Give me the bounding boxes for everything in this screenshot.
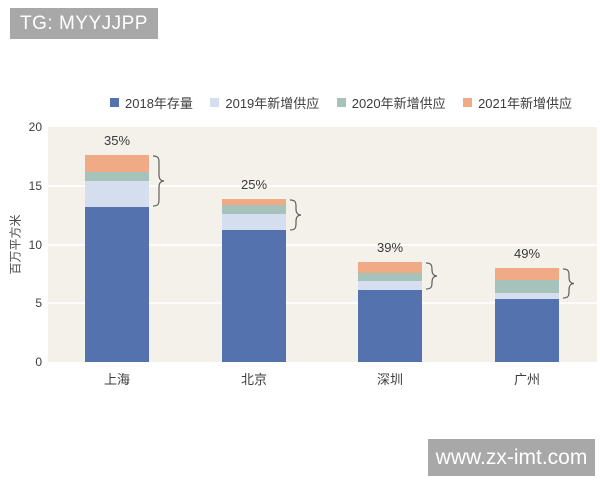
stacked-bar-深圳: [358, 262, 422, 362]
legend-label: 2018年存量: [125, 95, 193, 111]
legend-swatch-icon: [210, 97, 220, 107]
gridline: [48, 184, 597, 187]
legend-label: 2021年新增供应: [478, 95, 572, 111]
legend-label: 2019年新增供应: [225, 95, 320, 111]
stacked-bar-广州: [495, 268, 559, 362]
legend-swatch-icon: [463, 97, 473, 107]
y-tick-label: 15: [28, 178, 42, 193]
y-tick-label: 10: [28, 237, 42, 252]
watermark-badge: www.zx-imt.com: [428, 439, 595, 476]
new-supply-brace: [426, 262, 438, 290]
stacked-bar-北京: [222, 198, 286, 362]
y-tick-label: 5: [35, 296, 42, 311]
bar-segment-2020年新增供应: [85, 171, 149, 182]
bar-segment-2018年存量: [495, 298, 559, 362]
x-category-label-北京: 北京: [240, 372, 267, 387]
legend-item-3: 2021年新增供应: [463, 93, 572, 112]
stacked-bar-上海: [85, 155, 149, 362]
bar-percentage-label: 35%: [103, 133, 131, 149]
legend-item-1: 2019年新增供应: [210, 93, 319, 112]
x-category-label-深圳: 深圳: [376, 372, 403, 387]
bar-percentage-label: 39%: [376, 240, 404, 256]
x-category-label-广州: 广州: [513, 372, 540, 387]
x-category-label-上海: 上海: [103, 372, 130, 387]
watermark-text: www.zx-imt.com: [435, 445, 588, 469]
bar-segment-2021年新增供应: [222, 198, 286, 205]
plot-area: 35% 25% 39% 49%: [48, 127, 597, 362]
bar-percentage-label: 25%: [240, 176, 268, 192]
source-tag-text: TG: MYYJJPP: [20, 12, 148, 34]
bar-segment-2020年新增供应: [222, 204, 286, 214]
bar-segment-2019年新增供应: [358, 280, 422, 291]
new-supply-brace: [290, 199, 302, 231]
chart-legend: 2018年存量 2019年新增供应 2020年新增供应 2021年新增供应: [110, 93, 572, 111]
bar-segment-2018年存量: [222, 230, 286, 362]
bar-percentage-label: 49%: [513, 246, 541, 261]
bar-segment-2021年新增供应: [85, 155, 149, 172]
bar-segment-2020年新增供应: [358, 272, 422, 281]
source-tag-badge: TG: MYYJJPP: [10, 8, 158, 39]
legend-swatch-icon: [336, 97, 346, 107]
bar-segment-2021年新增供应: [495, 268, 559, 280]
new-supply-brace: [153, 155, 165, 207]
bar-segment-2020年新增供应: [495, 279, 559, 293]
gridline: [48, 243, 597, 246]
y-tick-label: 20: [28, 120, 42, 134]
bar-segment-2018年存量: [358, 290, 422, 362]
bar-segment-2019年新增供应: [85, 181, 149, 207]
bar-segment-2018年存量: [85, 206, 149, 362]
legend-item-2: 2020年新增供应: [336, 93, 446, 112]
bar-segment-2021年新增供应: [358, 262, 422, 273]
bar-segment-2019年新增供应: [495, 292, 559, 299]
new-supply-brace: [563, 268, 575, 299]
bar-segment-2019年新增供应: [222, 213, 286, 231]
legend-item-0: 2018年存量: [110, 93, 193, 112]
gridline: [48, 302, 597, 305]
y-tick-label: 0: [35, 355, 42, 369]
legend-swatch-icon: [110, 97, 119, 107]
legend-label: 2020年新增供应: [351, 95, 446, 111]
